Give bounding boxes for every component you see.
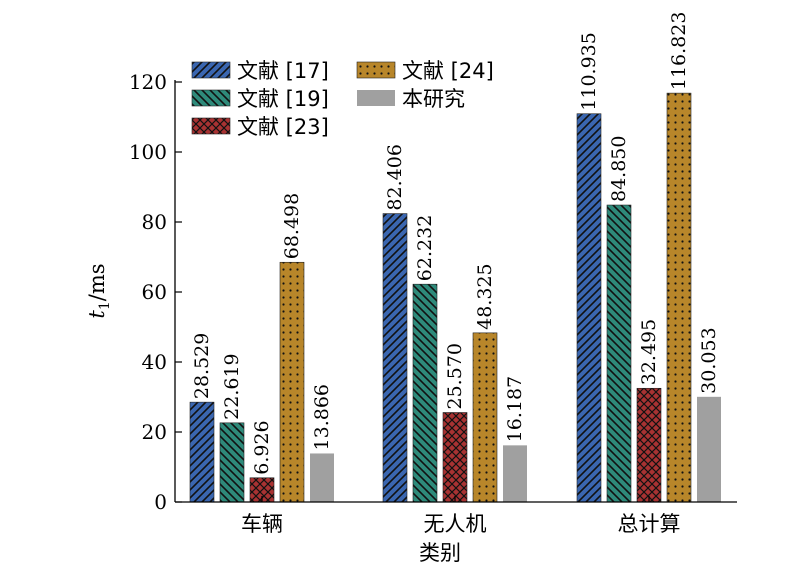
bar-value-label: 82.406: [384, 144, 406, 210]
bar-value-label: 28.529: [191, 333, 213, 399]
bar: [606, 204, 632, 503]
bar: [697, 396, 721, 502]
legend-label: 文献 [17]: [237, 59, 329, 83]
bar: [636, 387, 662, 503]
y-axis-title: t1/ms: [85, 263, 113, 318]
bar: [503, 445, 527, 502]
bar: [382, 213, 408, 503]
x-axis-title: 类别: [419, 541, 461, 565]
legend-swatch: [191, 89, 231, 107]
legend-label: 文献 [19]: [237, 87, 329, 111]
y-axis-title-unit: /ms: [85, 263, 109, 301]
legend-label: 文献 [24]: [402, 59, 494, 83]
bar-value-label: 30.053: [698, 327, 720, 393]
bar-value-label: 68.498: [281, 193, 303, 259]
legend: 文献 [17] 文献 [19] 文献 [23] 文献 [24] 本研究: [191, 59, 494, 139]
plot-area: [189, 92, 721, 503]
bar-value-label: 32.495: [638, 319, 660, 385]
y-tick-label: 120: [129, 70, 167, 94]
bar-value-label: 22.619: [221, 353, 243, 419]
bar-value-label: 116.823: [668, 12, 690, 91]
legend-label: 文献 [23]: [237, 115, 329, 139]
legend-swatch: [191, 117, 231, 135]
bar: [576, 113, 602, 503]
bar: [442, 412, 468, 503]
bar: [472, 332, 498, 503]
bar-value-label: 62.232: [414, 215, 436, 281]
bar-value-label: 110.935: [578, 32, 600, 111]
value-labels: 28.529 22.619 6.926 68.498 13.866 82.406 62.23…: [191, 12, 720, 475]
legend-swatch: [191, 61, 231, 79]
legend-swatch: [357, 90, 395, 106]
y-tick-label: 100: [129, 140, 167, 164]
bar: [219, 422, 245, 503]
bar: [279, 261, 305, 503]
x-tick-label: 总计算: [618, 512, 681, 536]
bar-value-label: 13.866: [311, 384, 333, 450]
bar-value-label: 48.325: [474, 263, 496, 329]
y-tick-label: 40: [142, 350, 167, 374]
y-axis-title-sub: 1: [97, 301, 113, 310]
bar: [412, 283, 438, 503]
bar-value-label: 16.187: [504, 376, 526, 442]
y-axis-title-var: t: [85, 310, 109, 319]
y-tick-label: 20: [142, 420, 167, 444]
x-axis-labels: 车辆 无人机 总计算: [241, 496, 681, 536]
bar-value-label: 25.570: [444, 343, 466, 409]
y-axis-ticks: 0 20 40 60 80 100 120: [129, 70, 182, 514]
bar: [666, 92, 692, 503]
bar: [310, 453, 334, 502]
x-tick-label: 无人机: [424, 512, 487, 536]
bar-value-label: 84.850: [608, 136, 630, 202]
legend-label: 本研究: [402, 87, 465, 111]
y-tick-label: 60: [142, 280, 167, 304]
x-tick-label: 车辆: [241, 512, 283, 536]
legend-swatch: [356, 61, 396, 79]
bar-value-label: 6.926: [251, 420, 273, 474]
y-tick-label: 0: [154, 490, 167, 514]
y-tick-label: 80: [142, 210, 167, 234]
bar: [189, 401, 215, 503]
